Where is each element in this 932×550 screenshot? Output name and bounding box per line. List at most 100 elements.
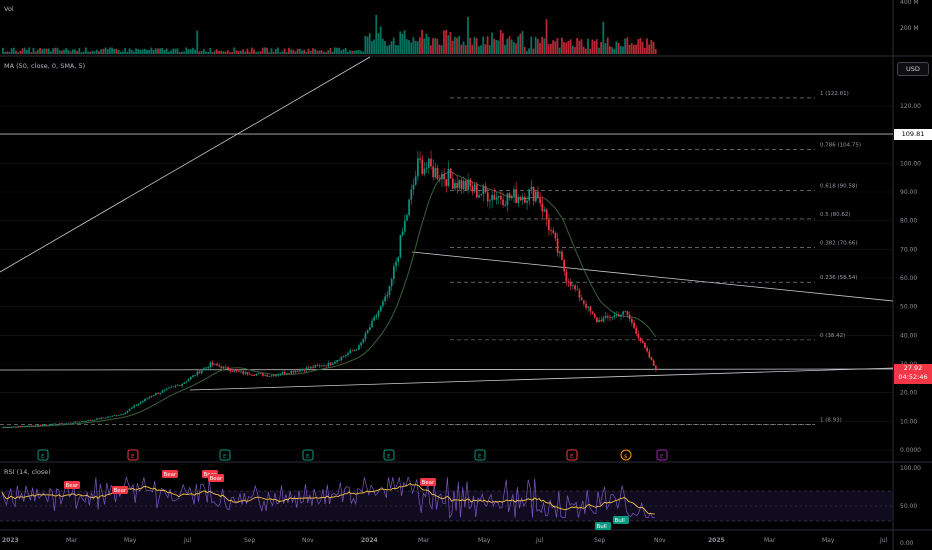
candle-body	[548, 219, 550, 231]
candle-body	[327, 362, 330, 367]
candle-body	[257, 373, 260, 375]
ma-indicator-title[interactable]: MA (50, close, 0, SMA, 5)	[4, 62, 86, 70]
volume-bar	[288, 47, 290, 54]
volume-bar	[104, 47, 107, 54]
volume-bar	[408, 40, 410, 54]
volume-bars	[2, 14, 657, 54]
volume-bar	[477, 46, 480, 54]
rising-support-line[interactable]	[189, 367, 894, 391]
support-line[interactable]	[0, 368, 894, 371]
volume-bar	[264, 47, 266, 54]
volume-bar	[191, 47, 194, 54]
volume-bar	[401, 33, 404, 54]
candle-body	[591, 311, 594, 314]
volume-bar	[274, 49, 277, 54]
volume-bar	[205, 51, 207, 54]
candle-body	[554, 232, 557, 239]
candle-body	[539, 198, 541, 204]
earnings-marker	[127, 449, 139, 461]
volume-bar	[34, 51, 37, 54]
price-tick: 80.00	[900, 218, 917, 225]
volume-bar	[456, 37, 458, 54]
candle-body	[443, 174, 445, 180]
candle-body	[19, 426, 22, 427]
volume-bar	[200, 50, 203, 54]
candle-body	[633, 322, 635, 329]
candle-body	[349, 350, 352, 354]
fibonacci-retracement[interactable]: 1 (122.81) 0.786 (104.75) 0.618 (90.58) 0.5…	[0, 91, 861, 425]
candle-body	[187, 379, 190, 382]
volume-bar	[628, 44, 631, 54]
candle-body	[279, 374, 282, 375]
price-tick: 20.00	[900, 390, 917, 397]
candle-body	[388, 286, 391, 295]
volume-bar	[552, 40, 554, 54]
volume-bar	[425, 33, 428, 54]
candle-body	[423, 168, 426, 175]
candle-body	[218, 365, 221, 367]
volume-bar	[379, 26, 382, 54]
time-axis[interactable]: 2023 Mar May Jul Sep Nov 2024 Mar May Jul Sep Nov 20…	[2, 537, 888, 544]
candle-body	[251, 374, 253, 376]
volume-bar	[362, 51, 365, 54]
rsi-indicator-title[interactable]: RSI (14, close)	[4, 468, 51, 476]
volume-bar	[580, 39, 583, 54]
volume-bar	[161, 47, 164, 54]
candle-body	[646, 347, 648, 352]
candle-body	[63, 423, 66, 425]
volume-bar	[163, 50, 166, 54]
volume-bar	[41, 49, 44, 54]
candle-body	[624, 311, 627, 313]
volume-bar	[344, 47, 347, 54]
earnings-markers[interactable]: E E E E E E E $ E	[37, 449, 668, 461]
volume-bar	[307, 48, 310, 54]
volume-bar	[392, 37, 395, 54]
descending-trendline[interactable]	[411, 251, 894, 302]
volume-bar	[449, 32, 452, 54]
rising-trendline[interactable]	[0, 56, 371, 273]
candle-body	[532, 186, 535, 202]
candle-body	[369, 327, 371, 331]
candle-body	[266, 374, 269, 377]
candle-body	[120, 414, 122, 416]
candle-body	[587, 306, 590, 308]
candle-body	[30, 425, 33, 427]
candle-body	[100, 417, 103, 419]
candle-body	[403, 220, 406, 232]
candle-body	[430, 158, 432, 167]
candle-body	[307, 367, 310, 369]
candle-body	[6, 427, 9, 428]
candle-body	[489, 200, 491, 202]
volume-bar	[589, 48, 592, 54]
candle-body	[445, 179, 448, 186]
volume-bar	[211, 52, 214, 54]
price-scale[interactable]: 120.00110.00100.0090.0080.0070.0060.0050…	[900, 103, 921, 454]
volume-bar	[272, 51, 275, 54]
candle-body	[78, 421, 81, 423]
volume-bar	[571, 45, 574, 54]
candle-body	[222, 366, 225, 369]
volume-bar	[543, 38, 546, 54]
volume-bar	[309, 50, 312, 54]
divergence-label: Bear	[164, 472, 178, 478]
candle-body	[526, 200, 528, 203]
candle-body	[454, 183, 456, 189]
volume-bar	[523, 46, 526, 54]
current-price: 27.92	[903, 364, 923, 372]
candle-body	[493, 195, 496, 200]
volume-bar	[501, 33, 504, 54]
currency-button[interactable]: USD	[897, 62, 929, 76]
candle-body	[596, 317, 598, 323]
volume-bar	[239, 50, 242, 54]
volume-bar	[622, 46, 624, 54]
candle-body	[572, 285, 574, 287]
volume-bar	[71, 49, 74, 54]
candle-body	[565, 271, 568, 282]
candle-body	[72, 422, 74, 424]
candle-body	[412, 184, 415, 190]
volume-bar	[279, 52, 282, 54]
candle-body	[434, 168, 437, 178]
rsi-tick: 50.00	[900, 503, 917, 510]
dividend-marker	[620, 449, 632, 461]
